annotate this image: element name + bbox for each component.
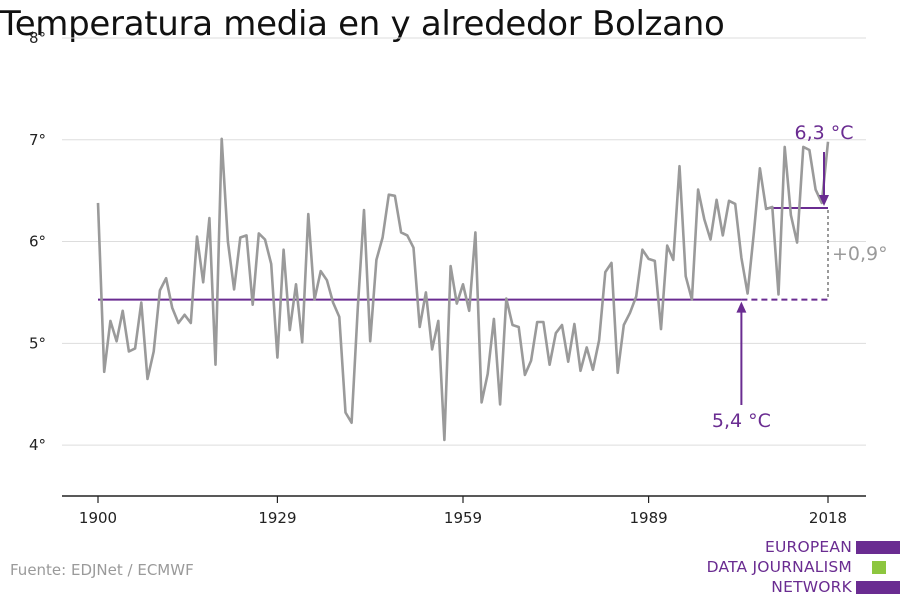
y-tick-label: 7° [29, 131, 46, 149]
logo-bar-green [872, 561, 886, 574]
logo-bar-purple-bottom [856, 581, 900, 594]
source-note: Fuente: EDJNet / ECMWF [10, 561, 194, 579]
baseline-label: 5,4 °C [712, 410, 771, 432]
x-tick-label: 1900 [79, 509, 117, 527]
temperature-series-line [96, 137, 830, 442]
x-tick-label: 1929 [258, 509, 296, 527]
x-tick-label: 1959 [444, 509, 482, 527]
logo-bar-purple-top [856, 541, 900, 554]
logo-line-1: EUROPEAN [764, 538, 852, 556]
y-tick-label: 6° [29, 233, 46, 251]
y-tick-label: 5° [29, 334, 46, 352]
y-tick-label: 8° [29, 29, 46, 47]
logo-line-2: DATA JOURNALISM [706, 558, 852, 576]
chart-title: Temperatura media en y alrededor Bolzano [0, 4, 725, 44]
logo-line-3: NETWORK [771, 578, 852, 596]
recent-arrow-head [819, 194, 829, 206]
x-tick-label: 1989 [629, 509, 667, 527]
y-tick-label: 4° [29, 436, 46, 454]
recent-label: 6,3 °C [794, 122, 853, 144]
baseline-arrow-head [736, 301, 747, 313]
x-tick-label: 2018 [809, 509, 847, 527]
edjnet-logo: EUROPEAN DATA JOURNALISM NETWORK [700, 538, 900, 600]
difference-label: +0,9° [832, 243, 888, 265]
